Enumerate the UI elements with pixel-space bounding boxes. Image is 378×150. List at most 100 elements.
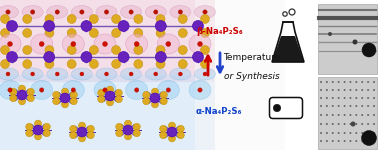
- Ellipse shape: [94, 34, 116, 54]
- Circle shape: [27, 88, 34, 95]
- Circle shape: [61, 101, 68, 108]
- Circle shape: [106, 86, 114, 93]
- Circle shape: [355, 132, 357, 134]
- Circle shape: [6, 51, 17, 63]
- Ellipse shape: [125, 81, 148, 99]
- Circle shape: [192, 51, 203, 63]
- Circle shape: [67, 45, 76, 54]
- Circle shape: [200, 45, 209, 54]
- Circle shape: [45, 60, 54, 69]
- Circle shape: [77, 127, 87, 137]
- Circle shape: [367, 123, 369, 125]
- Circle shape: [80, 10, 84, 14]
- Circle shape: [178, 10, 183, 14]
- Circle shape: [373, 89, 375, 91]
- Circle shape: [338, 105, 340, 107]
- Circle shape: [361, 123, 363, 125]
- Circle shape: [44, 21, 55, 32]
- Circle shape: [338, 140, 340, 142]
- Circle shape: [320, 132, 322, 134]
- Circle shape: [320, 81, 322, 83]
- Circle shape: [362, 43, 376, 57]
- Circle shape: [361, 140, 363, 142]
- Circle shape: [26, 130, 33, 137]
- Circle shape: [45, 28, 54, 38]
- Circle shape: [112, 28, 121, 38]
- Circle shape: [133, 130, 140, 137]
- Circle shape: [178, 60, 187, 69]
- Circle shape: [115, 89, 122, 96]
- Circle shape: [349, 89, 352, 91]
- Circle shape: [338, 123, 340, 125]
- Circle shape: [154, 72, 158, 76]
- FancyBboxPatch shape: [270, 98, 302, 118]
- Circle shape: [156, 15, 165, 24]
- Ellipse shape: [47, 68, 68, 80]
- Circle shape: [367, 97, 369, 99]
- Bar: [0, 0, 215, 82]
- Circle shape: [355, 140, 357, 142]
- Circle shape: [361, 114, 363, 116]
- Circle shape: [178, 15, 187, 24]
- Circle shape: [60, 93, 70, 103]
- Circle shape: [332, 81, 334, 83]
- Circle shape: [367, 105, 369, 107]
- Text: β-Na₄P₂S₆: β-Na₄P₂S₆: [196, 27, 243, 36]
- Bar: [318, 77, 377, 149]
- Circle shape: [124, 133, 132, 140]
- Ellipse shape: [0, 81, 21, 99]
- Circle shape: [326, 105, 328, 107]
- Circle shape: [332, 97, 334, 99]
- Circle shape: [39, 88, 44, 92]
- Circle shape: [320, 114, 322, 116]
- Circle shape: [344, 97, 345, 99]
- Circle shape: [8, 42, 12, 46]
- Circle shape: [344, 89, 345, 91]
- Circle shape: [166, 88, 170, 92]
- Circle shape: [361, 97, 363, 99]
- Circle shape: [200, 60, 209, 69]
- Circle shape: [23, 60, 32, 69]
- Circle shape: [338, 97, 340, 99]
- Circle shape: [70, 132, 77, 139]
- Circle shape: [349, 140, 352, 142]
- Circle shape: [80, 72, 84, 76]
- Circle shape: [98, 89, 105, 96]
- Circle shape: [10, 94, 17, 102]
- Circle shape: [105, 91, 115, 101]
- Circle shape: [89, 60, 98, 69]
- Circle shape: [129, 10, 133, 14]
- Circle shape: [0, 15, 9, 24]
- Circle shape: [156, 28, 165, 38]
- Circle shape: [87, 132, 94, 139]
- Circle shape: [8, 88, 12, 92]
- Ellipse shape: [71, 68, 92, 80]
- Circle shape: [367, 132, 369, 134]
- Circle shape: [349, 132, 352, 134]
- Circle shape: [6, 10, 10, 14]
- Circle shape: [89, 28, 98, 38]
- Circle shape: [70, 98, 77, 105]
- Circle shape: [198, 88, 202, 92]
- Circle shape: [344, 123, 345, 125]
- Ellipse shape: [189, 34, 211, 54]
- Circle shape: [134, 42, 139, 46]
- Circle shape: [19, 98, 26, 105]
- Circle shape: [89, 45, 98, 54]
- Circle shape: [320, 105, 322, 107]
- Circle shape: [160, 132, 167, 139]
- Circle shape: [112, 45, 121, 54]
- Text: α-Na₄P₂S₆: α-Na₄P₂S₆: [196, 108, 243, 117]
- Circle shape: [355, 89, 357, 91]
- Circle shape: [361, 130, 376, 146]
- Circle shape: [273, 104, 281, 112]
- Circle shape: [203, 10, 207, 14]
- Circle shape: [124, 120, 132, 127]
- Circle shape: [81, 21, 92, 32]
- Circle shape: [200, 15, 209, 24]
- Circle shape: [43, 123, 50, 130]
- Circle shape: [320, 123, 322, 125]
- Ellipse shape: [22, 6, 43, 18]
- Ellipse shape: [121, 68, 142, 80]
- Circle shape: [338, 89, 340, 91]
